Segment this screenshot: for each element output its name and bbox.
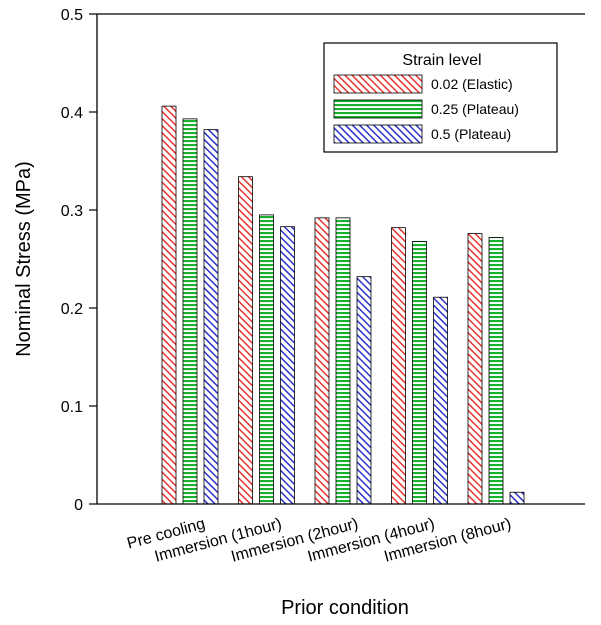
legend-swatch-plateau-05: [333, 124, 423, 144]
y-ticks: 0 0.1 0.2 0.3 0.4 0.5: [61, 7, 97, 514]
legend-swatch-elastic: [333, 74, 423, 94]
legend-label-elastic: 0.02 (Elastic): [431, 76, 513, 92]
bar-plateau-05-1: [280, 226, 295, 505]
legend-label-plateau-025: 0.25 (Plateau): [431, 101, 519, 117]
bar-plateau-025-1: [259, 214, 274, 505]
bar-elastic-2: [314, 217, 330, 505]
legend-title: Strain level: [402, 52, 481, 69]
y-tick-label: 0.3: [61, 203, 83, 220]
bar-elastic-0: [161, 105, 177, 505]
bar-group: [161, 105, 525, 505]
bar-plateau-05-2: [356, 276, 372, 505]
y-tick-label: 0.2: [61, 301, 83, 318]
y-tick-label: 0: [74, 497, 83, 514]
bar-elastic-3: [391, 227, 406, 505]
bar-plateau-025-3: [412, 240, 427, 505]
bar-plateau-05-0: [203, 129, 219, 505]
legend-swatch-plateau-025: [333, 99, 423, 119]
bar-plateau-025-2: [335, 217, 351, 505]
bar-plateau-025-0: [182, 118, 198, 505]
y-tick-label: 0.5: [61, 7, 83, 24]
bar-elastic-4: [467, 233, 483, 505]
bar-plateau-025-4: [488, 237, 504, 505]
legend: Strain level 0.02 (Elastic) 0.25 (Platea…: [323, 42, 558, 153]
y-tick-label: 0.4: [61, 105, 83, 122]
bar-plateau-05-4: [509, 491, 525, 505]
y-axis-title: Nominal Stress (MPa): [13, 161, 35, 357]
bar-elastic-1: [238, 176, 253, 505]
y-tick-label: 0.1: [61, 399, 83, 416]
x-axis-title: Prior condition: [281, 597, 409, 619]
legend-label-plateau-05: 0.5 (Plateau): [431, 126, 511, 142]
bar-plateau-05-3: [433, 296, 448, 505]
